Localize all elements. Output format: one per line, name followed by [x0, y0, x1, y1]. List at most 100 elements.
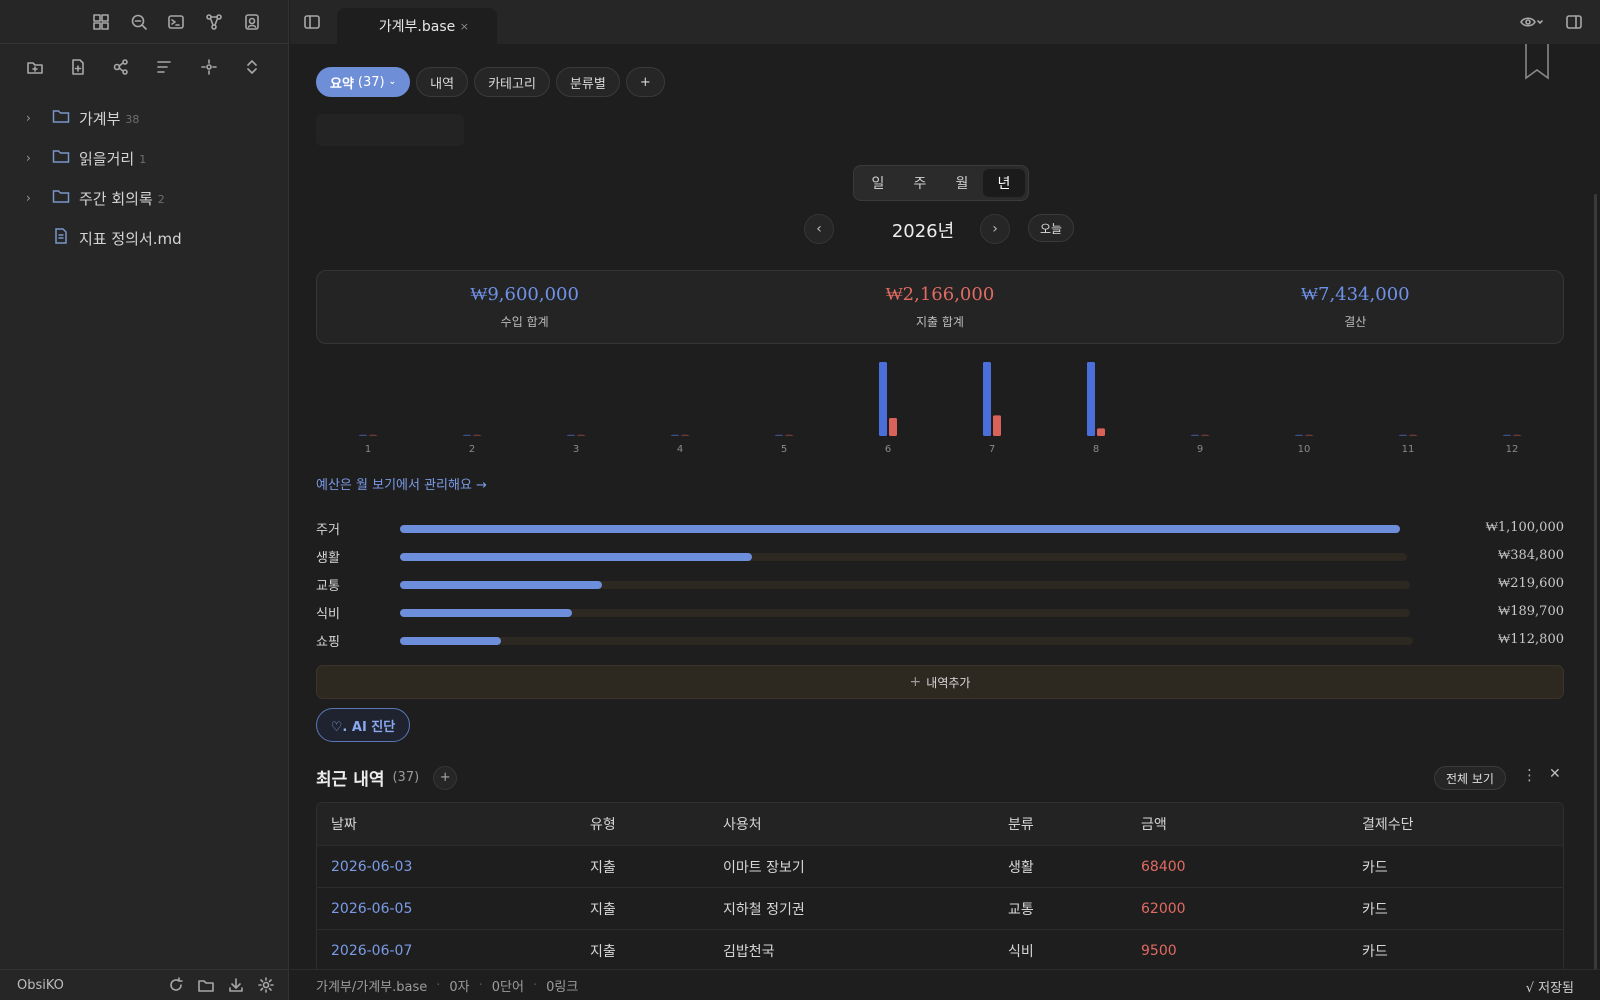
column-header[interactable]: 날짜	[331, 817, 357, 833]
chart-bar	[1513, 434, 1521, 436]
category-track	[400, 609, 1410, 617]
new-folder-icon[interactable]	[21, 53, 49, 81]
tree-item-label: 지표 정의서.md	[79, 229, 182, 248]
expand-collapse-icon[interactable]	[238, 53, 266, 81]
balance-amount: ₩7,434,000	[1301, 284, 1410, 305]
column-header[interactable]: 분류	[1008, 817, 1034, 833]
tab-household-base[interactable]: 가계부.base ×	[337, 8, 497, 44]
category-amount: ₩384,800	[1497, 548, 1564, 563]
more-options-icon[interactable]: ⋮	[1522, 766, 1537, 784]
x-tick-label: 6	[885, 444, 891, 455]
cell-date[interactable]: 2026-06-05	[331, 900, 413, 917]
tree-folder-reading[interactable]: › 읽을거리 1	[26, 144, 146, 172]
status-path[interactable]: 가계부/가계부.base	[316, 979, 428, 995]
period-selector: 일 주 월 년	[853, 165, 1029, 201]
column-header[interactable]: 유형	[590, 817, 616, 833]
tab-category[interactable]: 카테고리	[474, 67, 550, 97]
chevron-right-icon[interactable]: ›	[26, 151, 31, 165]
budget-link[interactable]: 예산은 월 보기에서 관리해요 →	[316, 478, 487, 493]
chart-bar	[1191, 434, 1199, 436]
cell-date[interactable]: 2026-06-07	[331, 942, 413, 959]
x-tick-label: 5	[781, 444, 787, 455]
column-header[interactable]: 금액	[1141, 817, 1167, 833]
chevron-right-icon[interactable]: ›	[26, 111, 31, 125]
download-icon[interactable]	[222, 971, 250, 999]
cell-merchant: 이마트 장보기	[723, 859, 805, 876]
today-button[interactable]: 오늘	[1028, 214, 1074, 242]
graph-view-icon[interactable]	[200, 8, 228, 36]
cell-payment: 카드	[1362, 901, 1388, 918]
layout-grid-icon[interactable]	[87, 8, 115, 36]
chart-bar	[983, 362, 991, 436]
period-year[interactable]: 년	[983, 169, 1025, 197]
toggle-right-sidebar-icon[interactable]	[1560, 8, 1588, 36]
chart-bar	[1295, 434, 1303, 436]
category-fill	[400, 525, 1400, 533]
terminal-icon[interactable]	[162, 8, 190, 36]
chart-bar	[1097, 428, 1105, 436]
sort-icon[interactable]	[150, 53, 178, 81]
next-year-button[interactable]: ›	[980, 214, 1010, 244]
contact-card-icon[interactable]	[238, 8, 266, 36]
recent-add-button[interactable]: +	[433, 765, 458, 790]
cell-date[interactable]: 2026-06-03	[331, 858, 413, 875]
chart-bar	[567, 434, 575, 436]
main-pane: 가계부.base × 요약 (37) ⌄ 내역 카테고리 분류별 +	[290, 0, 1600, 1000]
income-amount: ₩9,600,000	[470, 284, 579, 305]
tab-by-class[interactable]: 분류별	[555, 67, 620, 97]
add-view-button[interactable]: +	[625, 67, 665, 97]
vault-name[interactable]: ObsiKO	[17, 977, 64, 993]
period-month[interactable]: 월	[955, 176, 969, 192]
settings-gear-icon[interactable]	[252, 971, 280, 999]
period-week[interactable]: 주	[913, 176, 927, 192]
tab-summary[interactable]: 요약 (37) ⌄	[316, 67, 411, 97]
prev-year-button[interactable]: ‹	[804, 214, 834, 244]
category-track	[400, 525, 1400, 533]
left-sidebar: › 가계부 38 › 읽을거리 1 › 주간 회의록 2 지표 정의서.md	[0, 0, 289, 1000]
category-name: 식비	[316, 607, 340, 622]
tab-close-icon[interactable]: ×	[459, 19, 469, 33]
tree-folder-household[interactable]: › 가계부 38	[26, 104, 139, 132]
view-all-button[interactable]: 전체 보기	[1434, 766, 1506, 790]
table-row[interactable]: 2026-06-03 지출 이마트 장보기 생활 68400 카드	[317, 845, 1563, 887]
add-entry-label: 내역추가	[926, 675, 971, 690]
tree-item-count: 38	[125, 112, 140, 126]
add-entry-button[interactable]: + 내역추가	[316, 665, 1564, 699]
new-note-icon[interactable]	[64, 53, 92, 81]
tab-entries[interactable]: 내역	[416, 67, 469, 97]
open-vault-icon[interactable]	[192, 971, 220, 999]
status-bar: 가계부/가계부.base · 0자 · 0단어 · 0링크 √ 저장됨	[290, 969, 1600, 1000]
chevron-right-icon[interactable]: ›	[26, 191, 31, 205]
chart-bar	[359, 434, 367, 436]
period-day[interactable]: 일	[871, 176, 885, 192]
table-row[interactable]: 2026-06-07 지출 김밥천국 식비 9500 카드	[317, 929, 1563, 971]
year-navigator: ‹ 2026년 ›	[804, 214, 1069, 244]
balance-total: ₩7,434,000 결산	[1148, 271, 1563, 343]
chart-bar	[463, 434, 471, 436]
column-header[interactable]: 사용처	[723, 817, 762, 833]
mind-map-icon[interactable]	[107, 53, 135, 81]
folder-icon	[52, 108, 70, 128]
locate-icon[interactable]	[195, 53, 223, 81]
cell-category: 교통	[1008, 901, 1034, 918]
tree-item-count: 1	[139, 152, 147, 166]
reading-view-icon[interactable]	[1512, 8, 1552, 36]
tree-file-metrics[interactable]: 지표 정의서.md	[26, 224, 182, 252]
tree-folder-meetings[interactable]: › 주간 회의록 2	[26, 184, 165, 212]
column-header[interactable]: 결제수단	[1362, 817, 1414, 833]
toggle-sidebar-icon[interactable]	[298, 8, 326, 36]
sync-icon[interactable]	[162, 971, 190, 999]
tree-item-label: 가계부	[79, 109, 121, 128]
bookmark-icon[interactable]	[1524, 44, 1550, 84]
category-track	[400, 637, 1413, 645]
vault-bar: ObsiKO	[0, 969, 288, 1000]
chart-bar	[889, 417, 897, 436]
cell-category: 생활	[1008, 859, 1034, 876]
search-icon[interactable]	[125, 8, 153, 36]
close-icon[interactable]: ✕	[1549, 766, 1561, 782]
table-row[interactable]: 2026-06-05 지출 지하철 정기권 교통 62000 카드	[317, 887, 1563, 929]
cell-amount: 9500	[1141, 942, 1177, 959]
ai-diagnosis-button[interactable]: ♡. AI 진단	[316, 708, 410, 742]
file-icon	[52, 228, 70, 248]
scrollbar[interactable]	[1594, 194, 1597, 984]
